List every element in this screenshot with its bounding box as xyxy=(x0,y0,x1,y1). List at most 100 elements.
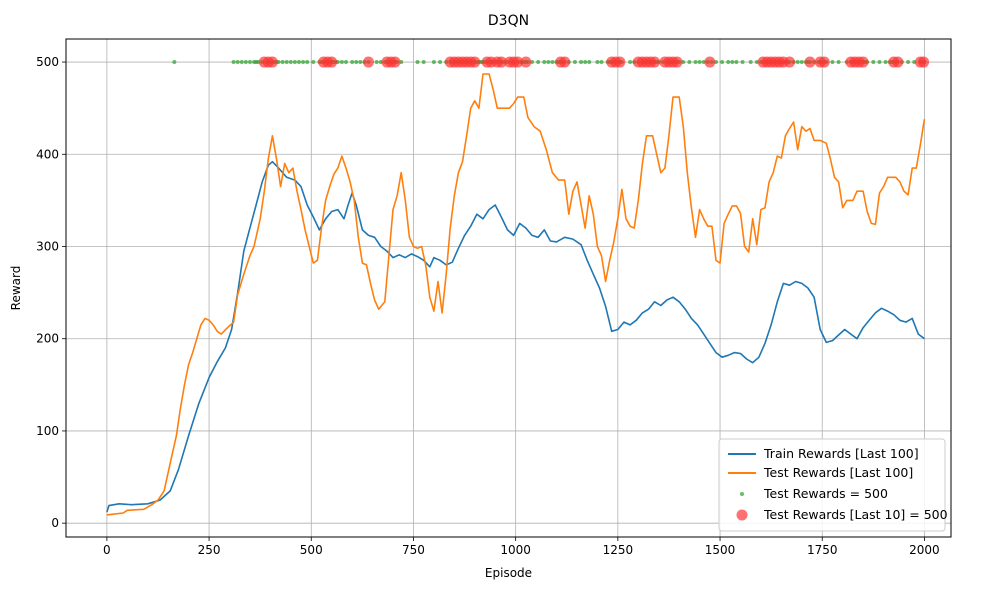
legend-box xyxy=(718,438,946,532)
marker-small xyxy=(301,60,306,65)
x-tick-label: 250 xyxy=(198,543,221,557)
marker-small xyxy=(734,60,739,65)
legend-item-train: Train Rewards [Last 100] xyxy=(728,446,919,461)
marker-small xyxy=(239,60,244,65)
y-tick-label: 400 xyxy=(36,147,59,161)
marker-small xyxy=(305,60,310,65)
marker-small xyxy=(595,60,600,65)
marker-large xyxy=(512,56,524,68)
marker-small xyxy=(339,60,344,65)
legend-label-train: Train Rewards [Last 100] xyxy=(763,446,919,461)
legend-label-test: Test Rewards [Last 100] xyxy=(763,465,913,480)
y-tick-label: 200 xyxy=(36,332,59,346)
marker-small xyxy=(799,60,804,65)
legend-item-small-marker: Test Rewards = 500 xyxy=(740,486,888,501)
marker-small xyxy=(883,60,888,65)
marker-small xyxy=(288,60,293,65)
marker-small xyxy=(344,60,349,65)
x-tick-label: 1250 xyxy=(603,543,634,557)
marker-small xyxy=(311,60,316,65)
marker-large xyxy=(892,56,904,68)
marker-small xyxy=(740,60,745,65)
legend-swatch-small-marker xyxy=(740,492,744,496)
marker-small xyxy=(693,60,698,65)
marker-small xyxy=(235,60,240,65)
marker-small xyxy=(172,60,177,65)
marker-large xyxy=(389,56,401,68)
y-tick-label: 100 xyxy=(36,424,59,438)
marker-small xyxy=(730,60,735,65)
marker-small xyxy=(243,60,248,65)
marker-large xyxy=(804,56,816,68)
marker-large xyxy=(614,56,626,68)
marker-small xyxy=(726,60,731,65)
x-tick-label: 1500 xyxy=(705,543,736,557)
x-tick-label: 500 xyxy=(300,543,323,557)
marker-small xyxy=(231,60,236,65)
marker-small xyxy=(579,60,584,65)
marker-small xyxy=(550,60,555,65)
marker-small xyxy=(546,60,551,65)
marker-small xyxy=(599,60,604,65)
marker-small xyxy=(280,60,285,65)
ticks: 0 250 500 750 1000 1250 1500 1750 2000 0 100 200 300… xyxy=(36,55,940,557)
marker-small xyxy=(438,60,443,65)
marker-small xyxy=(871,60,876,65)
marker-large xyxy=(559,56,571,68)
marker-large xyxy=(469,56,481,68)
marker-small xyxy=(628,60,633,65)
marker-large xyxy=(362,56,374,68)
marker-small xyxy=(350,60,355,65)
marker-small xyxy=(572,60,577,65)
marker-small xyxy=(354,60,359,65)
x-tick-label: 1750 xyxy=(807,543,838,557)
marker-small xyxy=(877,60,882,65)
marker-small xyxy=(906,60,911,65)
x-tick-label: 0 xyxy=(103,543,111,557)
plot-frame xyxy=(65,38,952,538)
marker-large xyxy=(704,56,716,68)
y-tick-label: 500 xyxy=(36,55,59,69)
legend: Train Rewards [Last 100] Test Rewards [L… xyxy=(718,438,948,532)
marker-small xyxy=(587,60,592,65)
legend-item-test: Test Rewards [Last 100] xyxy=(728,465,913,480)
marker-large xyxy=(918,56,930,68)
x-tick-label: 2000 xyxy=(909,543,940,557)
marker-small xyxy=(292,60,297,65)
marker-large xyxy=(671,56,683,68)
marker-small xyxy=(297,60,302,65)
marker-small xyxy=(795,60,800,65)
marker-small xyxy=(247,60,252,65)
marker-small xyxy=(836,60,841,65)
y-axis-label: Reward xyxy=(9,266,23,311)
marker-small xyxy=(697,60,702,65)
marker-large xyxy=(520,56,532,68)
marker-small xyxy=(431,60,436,65)
x-axis-label: Episode xyxy=(485,566,532,580)
legend-item-large-marker: Test Rewards [Last 10] = 500 xyxy=(736,507,948,522)
marker-large xyxy=(784,56,796,68)
marker-small xyxy=(748,60,753,65)
marker-small xyxy=(374,60,379,65)
legend-label-large-marker: Test Rewards [Last 10] = 500 xyxy=(763,507,948,522)
marker-small xyxy=(284,60,289,65)
legend-swatch-large-marker xyxy=(736,509,748,521)
marker-small xyxy=(421,60,426,65)
marker-large xyxy=(495,56,507,68)
marker-small xyxy=(542,60,547,65)
legend-label-small-marker: Test Rewards = 500 xyxy=(763,486,888,501)
marker-small xyxy=(358,60,363,65)
marker-small xyxy=(830,60,835,65)
marker-large xyxy=(857,56,869,68)
marker-small xyxy=(720,60,725,65)
marker-large xyxy=(326,56,338,68)
y-tick-label: 0 xyxy=(51,516,59,530)
x-tick-label: 1000 xyxy=(500,543,531,557)
marker-small xyxy=(536,60,541,65)
marker-small xyxy=(415,60,420,65)
marker-large xyxy=(266,56,278,68)
chart-title: D3QN xyxy=(488,13,529,29)
y-tick-label: 300 xyxy=(36,240,59,254)
marker-small xyxy=(687,60,692,65)
